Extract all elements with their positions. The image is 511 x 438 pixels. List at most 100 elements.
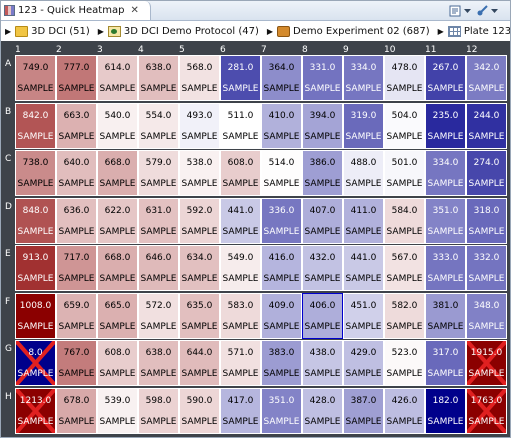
breadcrumb-item-experiment[interactable]: Demo Experiment 02 (687) [277,25,430,37]
well-f10[interactable]: 582.0 SAMPLE [384,292,425,339]
well-a12[interactable]: 342.0 SAMPLE [466,55,507,101]
breadcrumb-arrow-icon[interactable]: ▶ [266,26,274,36]
well-e3[interactable]: 668.0 SAMPLE [97,245,138,291]
well-h5[interactable]: 590.0 SAMPLE [179,387,220,434]
well-g11[interactable]: 317.0 SAMPLE [425,340,466,386]
well-c9[interactable]: 488.0 SAMPLE [343,150,384,196]
well-h12[interactable]: 1763.0 SAMPLE [466,387,507,434]
breadcrumb-item-protocol[interactable]: 3D DCI Demo Protocol (47) [107,25,259,37]
view-menu-icon[interactable] [448,3,462,18]
well-e8[interactable]: 432.0 SAMPLE [302,245,343,291]
well-d10[interactable]: 584.0 SAMPLE [384,197,425,244]
well-d11[interactable]: 351.0 SAMPLE [425,197,466,244]
well-c1[interactable]: 738.0 SAMPLE [15,150,56,196]
well-b2[interactable]: 663.0 SAMPLE [56,102,97,149]
well-h11[interactable]: 182.0 SAMPLE [425,387,466,434]
well-g6[interactable]: 571.0 SAMPLE [220,340,261,386]
well-f12[interactable]: 348.0 SAMPLE [466,292,507,339]
well-f1[interactable]: 1008.0 SAMPLE [15,292,56,339]
well-a5[interactable]: 568.0 SAMPLE [179,55,220,101]
well-d6[interactable]: 441.0 SAMPLE [220,197,261,244]
breadcrumb-item-plate[interactable]: Plate 123 (38959) [447,25,510,37]
well-f3[interactable]: 665.0 SAMPLE [97,292,138,339]
well-c2[interactable]: 640.0 SAMPLE [56,150,97,196]
well-e10[interactable]: 567.0 SAMPLE [384,245,425,291]
tab-quick-heatmap[interactable]: 123 - Quick Heatmap ✕ [1,1,151,20]
well-h2[interactable]: 678.0 SAMPLE [56,387,97,434]
chevron-down-icon[interactable] [490,3,498,18]
well-a8[interactable]: 331.0 SAMPLE [302,55,343,101]
well-c4[interactable]: 579.0 SAMPLE [138,150,179,196]
well-h9[interactable]: 387.0 SAMPLE [343,387,384,434]
breadcrumb-item-project[interactable]: 3D DCI (51) [15,25,90,37]
well-g9[interactable]: 429.0 SAMPLE [343,340,384,386]
well-d1[interactable]: 848.0 SAMPLE [15,197,56,244]
breadcrumb-arrow-icon[interactable]: ▶ [5,26,12,36]
well-a11[interactable]: 267.0 SAMPLE [425,55,466,101]
well-e4[interactable]: 646.0 SAMPLE [138,245,179,291]
well-d9[interactable]: 411.0 SAMPLE [343,197,384,244]
well-c3[interactable]: 668.0 SAMPLE [97,150,138,196]
well-c6[interactable]: 608.0 SAMPLE [220,150,261,196]
well-d3[interactable]: 622.0 SAMPLE [97,197,138,244]
well-g12[interactable]: 1915.0 SAMPLE [466,340,507,386]
well-f9[interactable]: 451.0 SAMPLE [343,292,384,339]
well-c11[interactable]: 334.0 SAMPLE [425,150,466,196]
well-g1[interactable]: 8.0 SAMPLE [15,340,56,386]
well-b12[interactable]: 244.0 SAMPLE [466,102,507,149]
well-b9[interactable]: 319.0 SAMPLE [343,102,384,149]
well-d7[interactable]: 336.0 SAMPLE [261,197,302,244]
well-g4[interactable]: 638.0 SAMPLE [138,340,179,386]
well-h3[interactable]: 539.0 SAMPLE [97,387,138,434]
well-f8[interactable]: 406.0 SAMPLE [302,292,343,339]
well-d4[interactable]: 631.0 SAMPLE [138,197,179,244]
well-b7[interactable]: 410.0 SAMPLE [261,102,302,149]
well-a6[interactable]: 281.0 SAMPLE [220,55,261,101]
well-b6[interactable]: 511.0 SAMPLE [220,102,261,149]
well-e9[interactable]: 441.0 SAMPLE [343,245,384,291]
well-e2[interactable]: 717.0 SAMPLE [56,245,97,291]
well-f4[interactable]: 572.0 SAMPLE [138,292,179,339]
well-c7[interactable]: 514.0 SAMPLE [261,150,302,196]
well-e12[interactable]: 332.0 SAMPLE [466,245,507,291]
well-a1[interactable]: 749.0 SAMPLE [15,55,56,101]
well-d5[interactable]: 592.0 SAMPLE [179,197,220,244]
well-h1[interactable]: 1213.0 SAMPLE [15,387,56,434]
well-b5[interactable]: 493.0 SAMPLE [179,102,220,149]
well-c8[interactable]: 386.0 SAMPLE [302,150,343,196]
well-g5[interactable]: 644.0 SAMPLE [179,340,220,386]
well-f5[interactable]: 635.0 SAMPLE [179,292,220,339]
chevron-down-icon[interactable] [463,3,471,18]
well-b8[interactable]: 394.0 SAMPLE [302,102,343,149]
well-b3[interactable]: 540.0 SAMPLE [97,102,138,149]
well-a3[interactable]: 614.0 SAMPLE [97,55,138,101]
well-g8[interactable]: 438.0 SAMPLE [302,340,343,386]
well-g3[interactable]: 608.0 SAMPLE [97,340,138,386]
well-f7[interactable]: 409.0 SAMPLE [261,292,302,339]
well-h10[interactable]: 426.0 SAMPLE [384,387,425,434]
well-c12[interactable]: 274.0 SAMPLE [466,150,507,196]
well-e7[interactable]: 416.0 SAMPLE [261,245,302,291]
well-e5[interactable]: 634.0 SAMPLE [179,245,220,291]
well-a10[interactable]: 478.0 SAMPLE [384,55,425,101]
well-h6[interactable]: 417.0 SAMPLE [220,387,261,434]
close-icon[interactable]: ✕ [130,5,139,16]
well-a4[interactable]: 638.0 SAMPLE [138,55,179,101]
well-g10[interactable]: 523.0 SAMPLE [384,340,425,386]
well-b4[interactable]: 554.0 SAMPLE [138,102,179,149]
well-f11[interactable]: 381.0 SAMPLE [425,292,466,339]
well-e6[interactable]: 549.0 SAMPLE [220,245,261,291]
well-c5[interactable]: 538.0 SAMPLE [179,150,220,196]
well-d8[interactable]: 407.0 SAMPLE [302,197,343,244]
well-d12[interactable]: 318.0 SAMPLE [466,197,507,244]
well-a9[interactable]: 334.0 SAMPLE [343,55,384,101]
well-e1[interactable]: 913.0 SAMPLE [15,245,56,291]
well-a2[interactable]: 777.0 SAMPLE [56,55,97,101]
well-b10[interactable]: 504.0 SAMPLE [384,102,425,149]
well-a7[interactable]: 364.0 SAMPLE [261,55,302,101]
well-b1[interactable]: 842.0 SAMPLE [15,102,56,149]
well-e11[interactable]: 333.0 SAMPLE [425,245,466,291]
well-c10[interactable]: 501.0 SAMPLE [384,150,425,196]
well-f6[interactable]: 583.0 SAMPLE [220,292,261,339]
well-f2[interactable]: 659.0 SAMPLE [56,292,97,339]
